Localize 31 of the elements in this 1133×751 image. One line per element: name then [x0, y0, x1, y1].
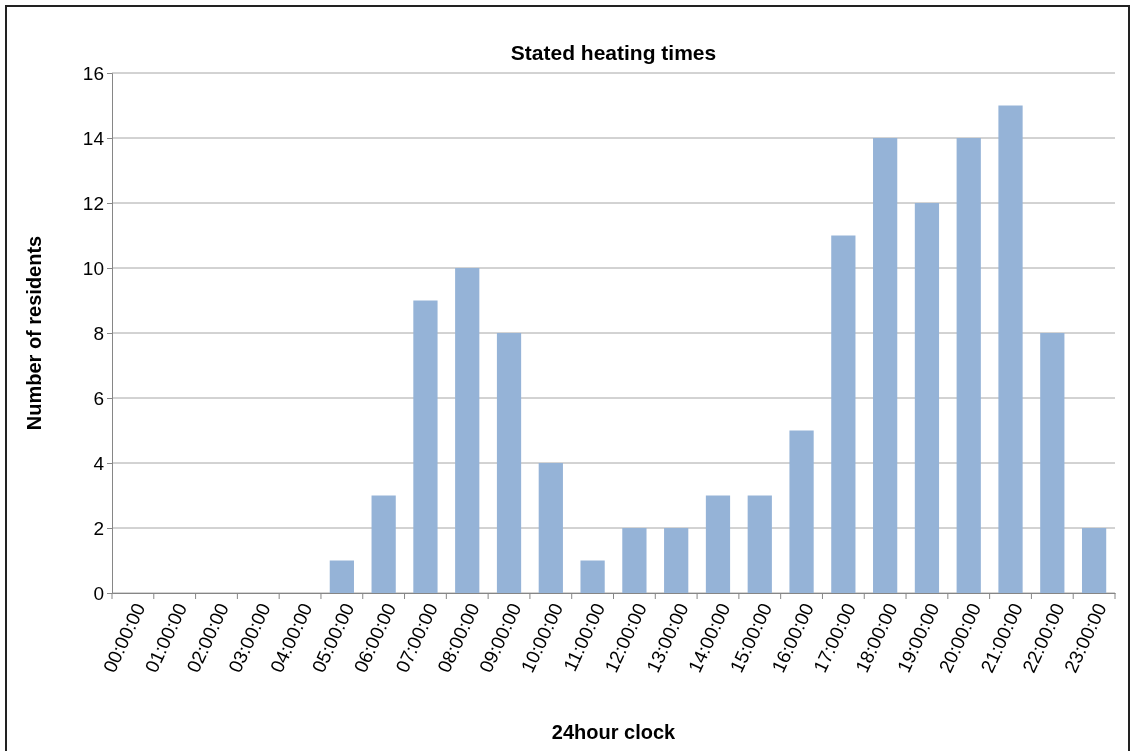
bar: [622, 528, 647, 593]
chart-title: Stated heating times: [510, 41, 717, 64]
y-tick-label: 10: [82, 257, 104, 279]
bar: [413, 300, 438, 593]
bar: [455, 268, 480, 593]
bar: [998, 105, 1023, 593]
bar: [580, 560, 605, 593]
y-tick-label: 12: [82, 192, 104, 214]
bar: [329, 560, 354, 593]
bar: [789, 430, 814, 593]
bar: [914, 203, 940, 593]
y-tick-label: 4: [93, 452, 105, 474]
bar: [705, 495, 731, 593]
bar: [747, 495, 772, 593]
bar: [831, 235, 856, 593]
bar: [538, 463, 563, 593]
y-tick-label: 0: [93, 582, 104, 604]
y-tick-label: 14: [82, 127, 105, 149]
y-tick-label: 16: [82, 62, 104, 84]
bar: [956, 138, 981, 593]
x-axis-title: 24hour clock: [551, 721, 677, 743]
bar: [873, 138, 898, 593]
y-tick-label: 2: [93, 517, 104, 539]
bar: [371, 495, 396, 593]
bar: [1040, 333, 1065, 593]
bar: [664, 528, 689, 593]
bar: [496, 333, 522, 593]
y-tick-label: 6: [93, 387, 104, 409]
bar: [1081, 528, 1107, 593]
y-axis-title: Number of residents: [23, 235, 45, 431]
y-tick-label: 8: [93, 322, 104, 344]
